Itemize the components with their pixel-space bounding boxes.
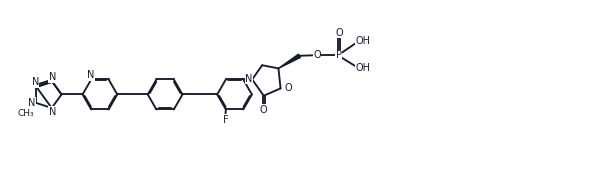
Text: O: O [335,28,343,38]
Text: N: N [48,72,56,82]
Text: O: O [313,50,320,60]
Text: N: N [87,70,95,80]
Text: P: P [336,50,342,60]
Polygon shape [279,54,300,68]
Text: OH: OH [356,36,370,46]
Text: N: N [48,107,56,117]
Text: N: N [32,77,39,87]
Text: N: N [245,74,253,84]
Text: O: O [284,83,292,93]
Text: N: N [28,98,35,108]
Text: CH₃: CH₃ [17,109,34,118]
Text: O: O [260,105,267,115]
Text: F: F [223,115,228,125]
Text: OH: OH [356,63,370,73]
